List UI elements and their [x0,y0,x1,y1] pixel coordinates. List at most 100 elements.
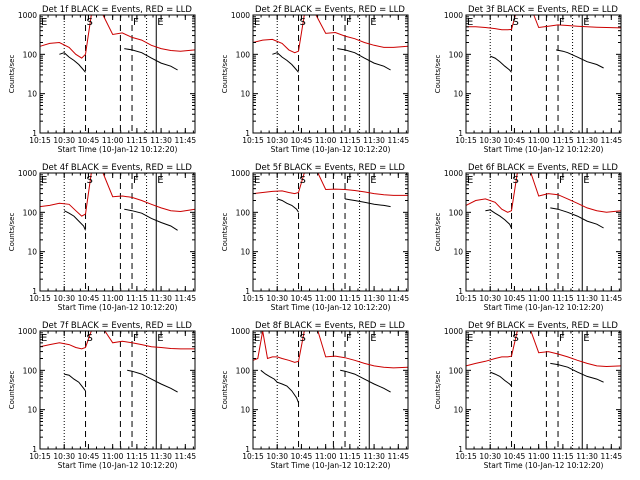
plot-frame [465,330,622,450]
event-marker-e: E [467,175,473,186]
lld-series-line [465,330,518,367]
y-axis-label: Counts/sec [221,55,229,94]
plot-frame [39,330,196,450]
x-tick-label: 10:15 [29,452,51,461]
y-axis-label: Counts/sec [8,371,16,410]
x-tick-label: 10:45 [78,136,100,145]
x-tick-label: 11:15 [339,452,361,461]
event-marker-s: S [513,175,519,186]
y-axis-label: Counts/sec [8,55,16,94]
x-tick-label: 11:15 [339,136,361,145]
event-marker-e: E [157,17,163,28]
panel-det-9: Det 9f BLACK = Events, RED = LLD E S F E 1 10 1… [434,321,622,470]
lld-series-line [530,330,622,368]
x-tick-label: 10:15 [455,294,477,303]
x-tick-label: 11:45 [388,452,410,461]
y-tick-label: 1000 [231,327,250,336]
panel-title: Det 1f BLACK = Events, RED = LLD [42,5,192,15]
event-marker-f: F [346,17,352,28]
y-tick-label: 100 [236,50,251,59]
x-tick-label: 10:15 [242,294,264,303]
y-tick-label: 1000 [18,169,37,178]
panel-det-2: Det 2f BLACK = Events, RED = LLD E S F E 1 10 1… [221,5,409,154]
event-marker-e: E [157,175,163,186]
y-tick-label: 1000 [231,169,250,178]
lld-series-line [39,14,92,59]
event-marker-e: E [370,175,376,186]
panel-det-1: Det 1f BLACK = Events, RED = LLD E S F E 1 10 1… [8,5,196,154]
plot-frame [39,172,196,292]
event-marker-e: E [254,175,260,186]
event-marker-s: S [513,17,519,28]
y-axis-label: Counts/sec [8,213,16,252]
x-tick-label: 10:45 [291,136,313,145]
x-tick-label: 10:45 [504,136,526,145]
panel-det-7: Det 7f BLACK = Events, RED = LLD E S F E 1 10 1… [8,321,196,470]
x-tick-label: 10:30 [479,294,501,303]
x-tick-label: 11:15 [552,294,574,303]
x-tick-label: 11:45 [601,452,623,461]
x-tick-label: 11:30 [363,136,385,145]
x-tick-label: 10:15 [242,452,264,461]
y-tick-label: 1 [245,287,250,296]
event-marker-s: S [87,333,93,344]
events-series-line [556,49,604,69]
plot-frame [39,14,196,134]
x-tick-label: 11:45 [388,294,410,303]
events-series-line [344,198,391,208]
x-tick-label: 11:00 [315,294,337,303]
y-tick-label: 10 [453,406,463,415]
y-tick-label: 1 [458,129,463,138]
x-tick-label: 11:30 [150,294,172,303]
events-series-line [550,362,604,383]
events-series-line [277,198,299,213]
y-tick-label: 10 [240,406,250,415]
y-tick-label: 1 [245,129,250,138]
x-tick-label: 11:30 [576,452,598,461]
x-tick-label: 11:15 [126,136,148,145]
plot-frame [252,172,409,292]
y-axis-label: Counts/sec [434,213,442,252]
y-tick-label: 10 [240,248,250,257]
event-marker-e: E [467,333,473,344]
x-axis-label: Start Time (10-Jan-12 10:12:20) [484,145,604,154]
x-axis-label: Start Time (10-Jan-12 10:12:20) [271,303,391,312]
events-series-line [127,369,178,393]
x-tick-label: 11:00 [102,452,124,461]
x-tick-label: 10:45 [504,294,526,303]
event-marker-e: E [41,333,47,344]
panel-det-5: Det 5f BLACK = Events, RED = LLD E S F E 1 10 1… [221,163,409,312]
x-tick-label: 10:15 [455,452,477,461]
x-tick-label: 10:45 [78,452,100,461]
lld-series-line [465,172,518,213]
y-tick-label: 10 [240,90,250,99]
event-marker-s: S [87,175,93,186]
y-axis-label: Counts/sec [221,213,229,252]
x-tick-label: 11:15 [552,452,574,461]
y-tick-label: 100 [236,208,251,217]
y-tick-label: 100 [236,366,251,375]
events-series-line [124,208,178,231]
x-tick-label: 10:15 [455,136,477,145]
x-tick-label: 11:15 [552,136,574,145]
x-tick-label: 11:00 [315,136,337,145]
x-tick-label: 11:45 [601,136,623,145]
y-tick-label: 100 [23,366,38,375]
event-marker-e: E [583,333,589,344]
event-marker-e: E [254,333,260,344]
x-tick-label: 11:45 [601,294,623,303]
events-series-line [124,48,178,71]
event-marker-e: E [370,333,376,344]
event-marker-f: F [133,175,139,186]
panel-det-3: Det 3f BLACK = Events, RED = LLD E S F E 1 10 1… [434,5,622,154]
event-marker-f: F [346,175,352,186]
y-tick-label: 1000 [231,11,250,20]
events-series-line [485,209,512,229]
x-tick-label: 11:30 [150,136,172,145]
plot-frame [465,14,622,134]
event-marker-f: F [559,175,565,186]
x-tick-label: 10:30 [266,294,288,303]
events-series-line [490,371,512,387]
x-tick-label: 10:15 [29,294,51,303]
